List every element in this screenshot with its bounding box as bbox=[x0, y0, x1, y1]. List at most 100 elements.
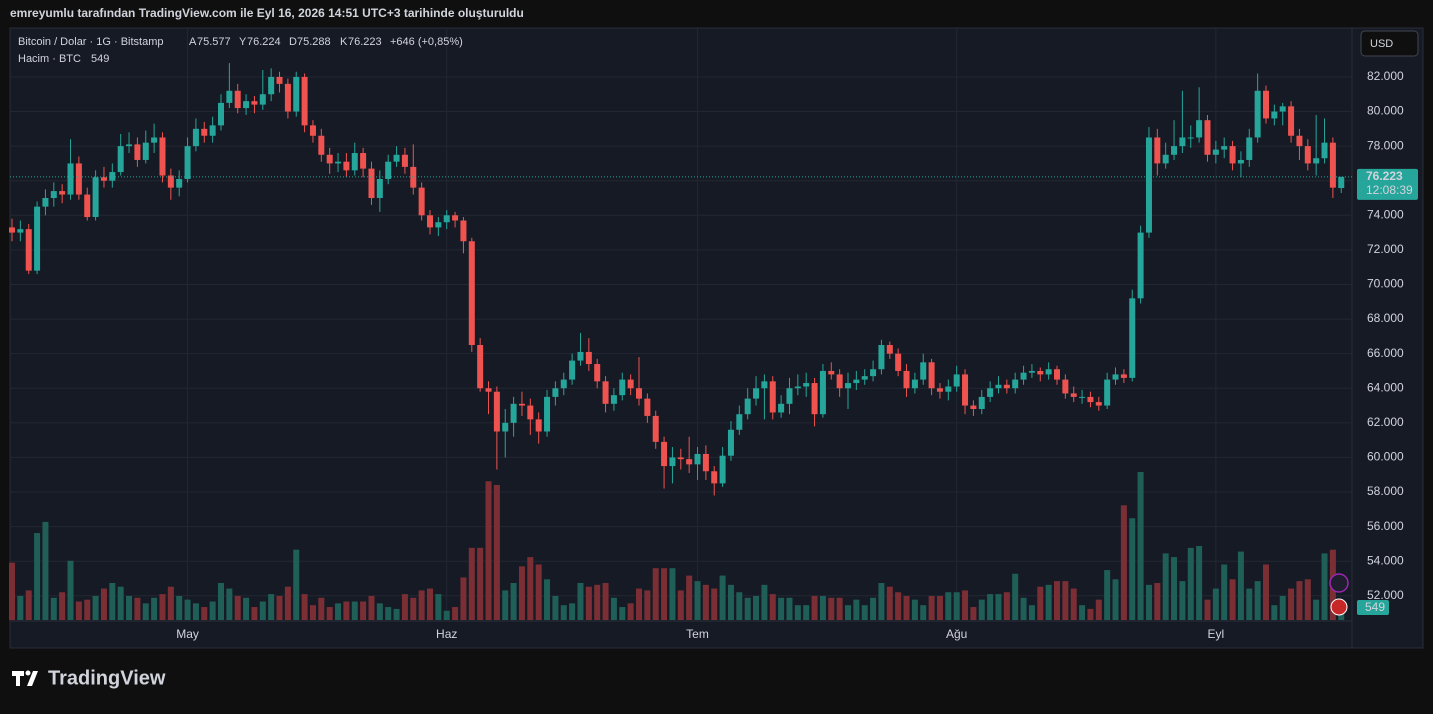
y-tick-label: 52.000 bbox=[1367, 588, 1404, 602]
volume-bar bbox=[393, 608, 400, 620]
volume-bar bbox=[276, 595, 283, 620]
candle-body bbox=[293, 76, 300, 112]
volume-bar bbox=[702, 584, 709, 620]
candle-body bbox=[686, 459, 693, 465]
candle-body bbox=[393, 154, 400, 162]
candle-body bbox=[335, 161, 342, 164]
y-tick-label: 78.000 bbox=[1367, 138, 1404, 152]
candle-body bbox=[694, 453, 701, 465]
candle-body bbox=[1154, 137, 1161, 164]
candle-body bbox=[1012, 379, 1019, 389]
candle-body bbox=[619, 379, 626, 396]
candle-body bbox=[594, 364, 601, 382]
currency[interactable]: USD bbox=[1370, 38, 1393, 50]
candle-body bbox=[42, 198, 49, 207]
volume-bar bbox=[1204, 599, 1211, 620]
volume-bar bbox=[661, 568, 668, 620]
candle-body bbox=[1179, 137, 1186, 147]
high-key: Y bbox=[239, 36, 247, 48]
candle-body bbox=[1020, 372, 1027, 380]
candle-body bbox=[309, 125, 316, 136]
volume-bar bbox=[159, 594, 166, 620]
volume-bar bbox=[92, 595, 99, 620]
volume-bar bbox=[385, 607, 392, 620]
volume-bar bbox=[636, 588, 642, 620]
candle-body bbox=[870, 369, 877, 377]
candle-body bbox=[92, 177, 99, 218]
volume-bar bbox=[1254, 581, 1261, 620]
volume-bar bbox=[34, 533, 41, 620]
y-tick-label: 82.000 bbox=[1367, 69, 1404, 83]
volume-bar bbox=[560, 605, 567, 620]
volume-bar bbox=[878, 583, 885, 620]
currency-button[interactable] bbox=[1360, 30, 1419, 57]
candle-body bbox=[652, 415, 659, 442]
candle-body bbox=[1028, 370, 1035, 373]
candle-body bbox=[192, 128, 199, 147]
candle-body bbox=[226, 90, 233, 103]
candle-body bbox=[1054, 369, 1060, 380]
x-tick-label: Ağu bbox=[946, 627, 967, 641]
volume-bar bbox=[1112, 579, 1119, 620]
candle-body bbox=[677, 457, 684, 460]
candle-body bbox=[928, 362, 935, 389]
volume-bar bbox=[719, 575, 726, 620]
low-key: D bbox=[289, 36, 297, 48]
y-tick-label: 66.000 bbox=[1367, 346, 1404, 360]
candle-body bbox=[953, 374, 960, 387]
candle-body bbox=[1221, 146, 1228, 150]
volume-bar bbox=[1313, 599, 1320, 620]
candle-body bbox=[176, 178, 183, 188]
volume-bar bbox=[401, 594, 408, 620]
volume-bar bbox=[1237, 551, 1244, 620]
volume-bar bbox=[1045, 584, 1052, 620]
volume-bar bbox=[468, 547, 475, 620]
candle-body bbox=[836, 374, 843, 389]
volume-bar bbox=[50, 597, 57, 620]
volume-bar bbox=[552, 595, 559, 620]
volume-bar bbox=[17, 595, 24, 620]
volume-bar bbox=[936, 595, 943, 620]
candle-body bbox=[1296, 135, 1303, 147]
volume-bar bbox=[410, 597, 417, 620]
volume-bar bbox=[1221, 564, 1228, 620]
x-tick-label: May bbox=[176, 627, 199, 641]
volume-bar bbox=[1162, 553, 1169, 620]
candle-body bbox=[17, 229, 24, 233]
volume-bar bbox=[259, 601, 266, 620]
candle-body bbox=[585, 351, 592, 365]
y-tick-label: 58.000 bbox=[1367, 484, 1404, 498]
volume-bar bbox=[585, 586, 592, 620]
volume-bar bbox=[945, 592, 952, 620]
event-icon bbox=[1329, 573, 1349, 593]
candle-body bbox=[711, 471, 718, 484]
volume-bar bbox=[1028, 605, 1035, 620]
volume-bar bbox=[744, 597, 751, 620]
candle-body bbox=[1037, 370, 1044, 375]
candle-body bbox=[987, 388, 994, 397]
volume-bar bbox=[535, 564, 542, 620]
volume-bar bbox=[778, 597, 785, 620]
volume-bar bbox=[627, 603, 634, 620]
volume-bar bbox=[987, 594, 994, 620]
candle-body bbox=[460, 220, 467, 242]
high-value: 76.224 bbox=[247, 36, 281, 48]
candle-body bbox=[100, 177, 107, 181]
volume-bar bbox=[268, 594, 275, 620]
volume-bar bbox=[1145, 584, 1152, 620]
countdown: 12:08:39 bbox=[1366, 183, 1413, 197]
volume-bar bbox=[218, 583, 224, 620]
candle-body bbox=[385, 161, 392, 179]
candle-body bbox=[1162, 154, 1169, 164]
candle-body bbox=[493, 391, 500, 432]
candle-body bbox=[218, 102, 224, 126]
volume-bar bbox=[677, 590, 684, 620]
volume-bar bbox=[42, 521, 49, 620]
volume-bar bbox=[861, 605, 868, 620]
candle-body bbox=[468, 241, 475, 346]
candle-body bbox=[1196, 120, 1203, 138]
candle-body bbox=[727, 429, 734, 456]
y-tick-label: 64.000 bbox=[1367, 380, 1404, 394]
last-price-box bbox=[1357, 168, 1418, 200]
candle-body bbox=[1104, 379, 1111, 406]
